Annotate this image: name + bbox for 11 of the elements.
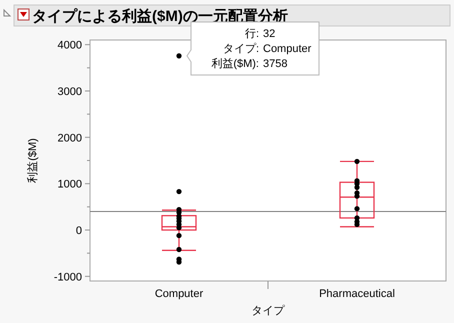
y-tick-label: 3000 bbox=[58, 86, 82, 98]
y-tick-label: 0 bbox=[76, 225, 82, 238]
annotation: 行: 32 タイプ: Computer 利益($M): 3758 bbox=[211, 28, 312, 70]
x-axis-title: タイプ bbox=[252, 304, 286, 317]
y-tick-label: 1000 bbox=[58, 178, 82, 191]
y-axis-title: 利益($M) bbox=[26, 138, 39, 183]
y-tick-label: -1000 bbox=[54, 271, 82, 284]
y-tick-label: 4000 bbox=[58, 40, 82, 52]
x-tick-label: Computer bbox=[154, 288, 204, 300]
y-tick-label: 2000 bbox=[58, 132, 82, 144]
x-tick-label: Pharmaceutical bbox=[319, 288, 395, 300]
